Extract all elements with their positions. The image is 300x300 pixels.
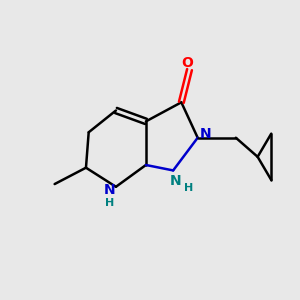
- Text: N: N: [104, 182, 116, 197]
- Text: N: N: [170, 174, 182, 188]
- Text: H: H: [105, 198, 115, 208]
- Text: N: N: [200, 127, 211, 141]
- Text: H: H: [184, 183, 193, 193]
- Text: O: O: [181, 56, 193, 70]
